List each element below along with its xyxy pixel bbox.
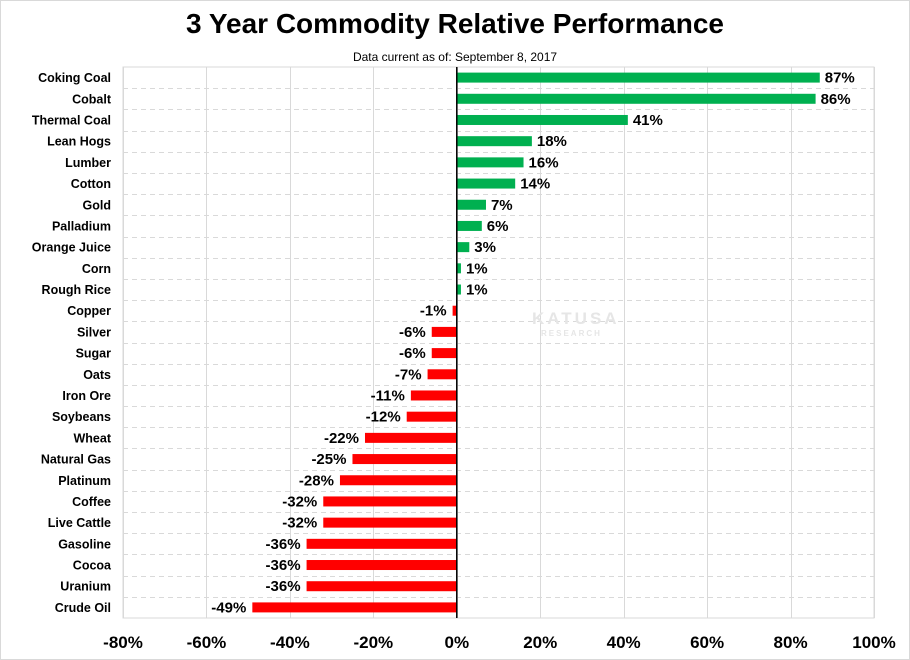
category-label: Lumber bbox=[65, 156, 111, 170]
bar bbox=[352, 454, 457, 465]
bar bbox=[406, 411, 457, 422]
value-label: 6% bbox=[487, 218, 509, 235]
value-label: 7% bbox=[491, 197, 513, 214]
bar bbox=[323, 496, 457, 507]
plot-area bbox=[122, 66, 875, 619]
bar bbox=[456, 199, 486, 210]
category-label: Cocoa bbox=[73, 559, 112, 573]
category-label: Gold bbox=[83, 198, 111, 212]
bar bbox=[323, 517, 457, 528]
bar bbox=[456, 114, 628, 125]
category-label: Crude Oil bbox=[55, 601, 111, 615]
value-label: -36% bbox=[266, 557, 301, 574]
bar bbox=[410, 390, 457, 401]
value-label: 18% bbox=[537, 133, 567, 150]
category-label: Gasoline bbox=[58, 537, 111, 551]
bar bbox=[252, 602, 457, 613]
value-label: -49% bbox=[211, 599, 246, 616]
bar bbox=[456, 284, 461, 295]
category-label: Wheat bbox=[74, 431, 112, 445]
bar bbox=[306, 538, 457, 549]
watermark-text: KATUSA bbox=[532, 309, 620, 328]
value-label: 1% bbox=[466, 260, 488, 277]
bar bbox=[364, 432, 457, 443]
x-tick-label: 100% bbox=[852, 633, 895, 652]
value-label: -7% bbox=[395, 366, 422, 383]
bar bbox=[431, 348, 457, 359]
value-label: -22% bbox=[324, 430, 359, 447]
category-label: Cotton bbox=[71, 177, 111, 191]
bar bbox=[456, 136, 532, 147]
bar bbox=[456, 263, 461, 274]
category-label: Iron Ore bbox=[62, 389, 111, 403]
category-label: Silver bbox=[77, 325, 111, 339]
gridlines bbox=[122, 66, 875, 619]
bar bbox=[452, 305, 457, 316]
bar bbox=[456, 220, 482, 231]
bars bbox=[252, 72, 820, 613]
value-label: -32% bbox=[282, 515, 317, 532]
bar bbox=[456, 72, 820, 83]
value-label: 16% bbox=[529, 154, 559, 171]
value-label: 14% bbox=[520, 176, 550, 193]
value-label: -25% bbox=[311, 451, 346, 468]
category-label: Corn bbox=[82, 262, 111, 276]
category-label: Coffee bbox=[72, 495, 111, 509]
x-tick-label: 60% bbox=[690, 633, 724, 652]
bar bbox=[306, 560, 457, 571]
x-tick-label: 20% bbox=[523, 633, 557, 652]
bar bbox=[306, 581, 457, 592]
category-label: Live Cattle bbox=[48, 516, 111, 530]
value-label: 86% bbox=[821, 91, 851, 108]
value-label: -1% bbox=[420, 303, 447, 320]
category-label: Rough Rice bbox=[42, 283, 111, 297]
category-label: Oats bbox=[83, 368, 111, 382]
x-tick-label: -20% bbox=[353, 633, 393, 652]
value-label: -11% bbox=[371, 387, 405, 404]
value-label: 1% bbox=[466, 282, 488, 299]
x-tick-label: -80% bbox=[103, 633, 143, 652]
category-label: Copper bbox=[67, 304, 111, 318]
value-label: -36% bbox=[266, 536, 301, 553]
x-tick-label: -60% bbox=[187, 633, 227, 652]
x-tick-label: 40% bbox=[607, 633, 641, 652]
watermark: KATUSA RESEARCH bbox=[532, 309, 620, 338]
bar bbox=[456, 242, 470, 253]
value-label: -28% bbox=[299, 472, 334, 489]
watermark-subtext: RESEARCH bbox=[541, 329, 602, 338]
category-label: Palladium bbox=[52, 219, 111, 233]
category-label: Cobalt bbox=[72, 92, 112, 106]
value-label: 87% bbox=[825, 70, 855, 87]
chart-title: 3 Year Commodity Relative Performance bbox=[186, 8, 724, 39]
x-tick-label: 0% bbox=[444, 633, 469, 652]
bar bbox=[431, 326, 457, 337]
category-label: Orange Juice bbox=[32, 241, 111, 255]
category-label: Platinum bbox=[58, 474, 111, 488]
axes: -80% -60% -40% -20% 0% 20% 40% 60% 80% 100% bbox=[103, 67, 896, 652]
value-label: -12% bbox=[366, 409, 401, 426]
value-label: -36% bbox=[266, 578, 301, 595]
category-label: Coking Coal bbox=[38, 71, 111, 85]
bar bbox=[427, 369, 457, 380]
category-label: Lean Hogs bbox=[47, 135, 111, 149]
category-label: Soybeans bbox=[52, 410, 111, 424]
category-label: Natural Gas bbox=[41, 453, 111, 467]
category-label: Thermal Coal bbox=[32, 113, 111, 127]
value-label: -32% bbox=[282, 493, 317, 510]
bar bbox=[339, 475, 457, 486]
x-tick-label: -40% bbox=[270, 633, 310, 652]
chart-subtitle: Data current as of: September 8, 2017 bbox=[352, 50, 558, 64]
value-label: -6% bbox=[399, 345, 426, 362]
x-tick-label: 80% bbox=[774, 633, 808, 652]
value-label: 3% bbox=[474, 239, 496, 256]
value-label: 41% bbox=[633, 112, 663, 129]
value-label: -6% bbox=[399, 324, 426, 341]
bar bbox=[456, 157, 524, 168]
category-label: Uranium bbox=[60, 580, 111, 594]
bar bbox=[456, 178, 516, 189]
bar bbox=[456, 93, 816, 104]
category-label: Sugar bbox=[76, 347, 112, 361]
labels: Coking Coal 87% Cobalt 86% Thermal Coal 41% Le… bbox=[32, 70, 855, 617]
